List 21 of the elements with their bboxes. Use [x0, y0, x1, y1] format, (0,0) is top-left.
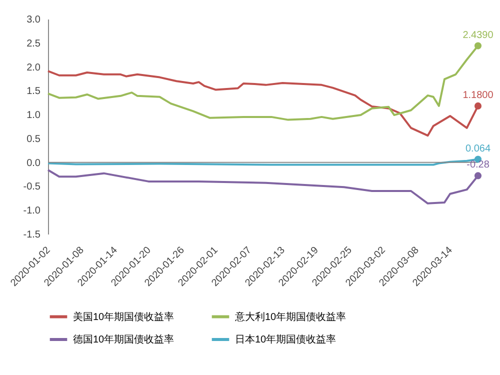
legend-label: 意大利10年期国债收益率 — [234, 310, 346, 323]
data-label: -0.28 — [466, 160, 490, 171]
legend-label: 日本10年期国债收益率 — [235, 334, 336, 346]
y-tick-label: 1.0 — [26, 110, 41, 122]
y-tick-label: -0.5 — [23, 182, 41, 193]
point — [474, 102, 482, 110]
y-tick-label: 1.5 — [26, 86, 41, 98]
y-tick-label: -1.0 — [23, 206, 41, 217]
data-label: 1.1800 — [462, 90, 494, 101]
legend-label: 美国10年期国债收益率 — [73, 310, 174, 323]
point — [474, 172, 482, 180]
point — [474, 42, 482, 50]
y-tick-label: 3.0 — [26, 14, 41, 26]
y-tick-label: 2.0 — [26, 62, 41, 74]
y-tick-label: 0.0 — [26, 158, 41, 169]
data-label: 0.064 — [465, 143, 491, 154]
data-label: 2.4390 — [462, 30, 494, 41]
legend-label: 德国10年期国债收益率 — [73, 334, 174, 346]
y-tick-label: 2.5 — [26, 38, 41, 50]
y-tick-label: 0.5 — [26, 134, 41, 145]
y-tick-label: -1.5 — [23, 230, 41, 240]
